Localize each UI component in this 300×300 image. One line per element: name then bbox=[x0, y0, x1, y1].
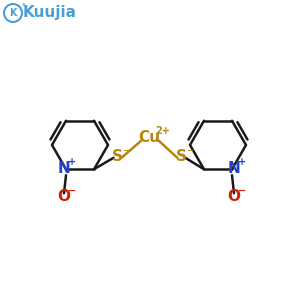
Text: °: ° bbox=[21, 4, 25, 10]
Text: +: + bbox=[68, 157, 76, 167]
Text: N: N bbox=[228, 161, 240, 176]
Text: −: − bbox=[68, 186, 76, 196]
Text: 2+: 2+ bbox=[156, 126, 170, 136]
Text: O: O bbox=[227, 189, 241, 204]
Text: N: N bbox=[58, 161, 70, 176]
Text: −: − bbox=[238, 186, 246, 196]
Text: +: + bbox=[238, 157, 246, 167]
Text: −: − bbox=[122, 146, 129, 155]
Text: S: S bbox=[112, 149, 123, 164]
Text: Cu: Cu bbox=[138, 130, 160, 145]
Text: Kuujia: Kuujia bbox=[23, 5, 77, 20]
Text: S: S bbox=[176, 149, 187, 164]
Text: K: K bbox=[9, 8, 17, 18]
Text: O: O bbox=[58, 189, 70, 204]
Text: −: − bbox=[186, 146, 193, 155]
